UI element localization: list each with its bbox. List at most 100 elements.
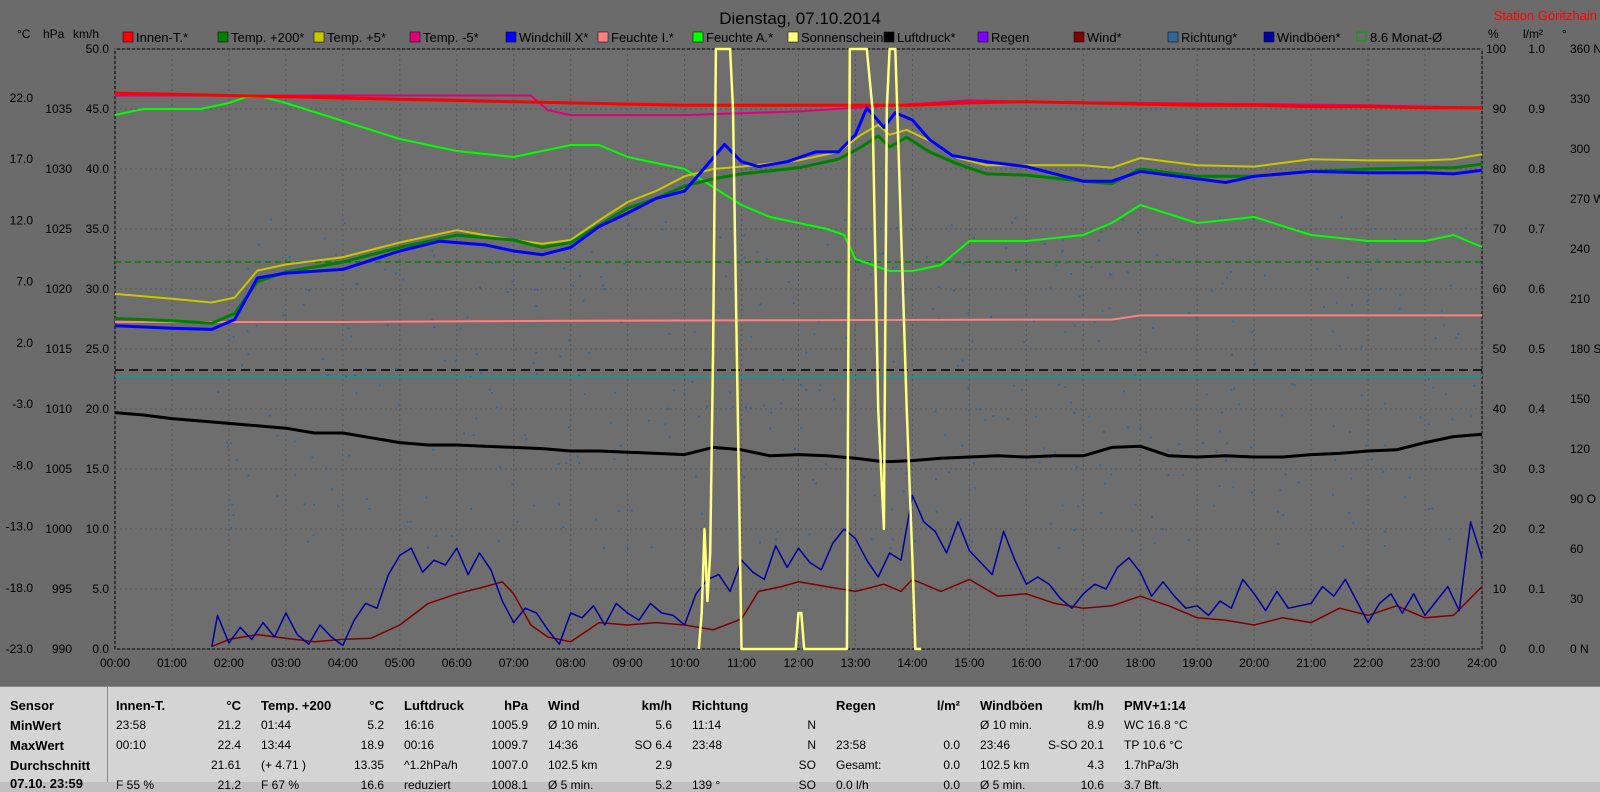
direction-dot: [386, 324, 389, 327]
legend-swatch: [787, 31, 799, 43]
legend-label: Feuchte A.*: [706, 30, 773, 45]
stats-column-unit: °C: [226, 698, 241, 713]
tick-label-hpa: 1010: [45, 402, 72, 416]
direction-dot: [931, 308, 934, 311]
direction-dot: [1350, 477, 1353, 480]
tick-label-hpa: 1035: [45, 102, 72, 116]
stats-cell-value: 22.4: [217, 738, 241, 752]
direction-dot: [1431, 507, 1434, 510]
direction-dot: [1073, 324, 1076, 327]
stats-column-title: Innen-T.: [116, 698, 166, 713]
legend-label: Temp. -5*: [423, 30, 479, 45]
direction-dot: [812, 478, 815, 481]
stats-cell-label: 102.5 km: [548, 758, 598, 772]
direction-dot: [579, 274, 582, 277]
direction-dot: [350, 335, 353, 338]
direction-dot: [323, 237, 326, 240]
direction-dot: [433, 326, 436, 329]
direction-dot: [626, 547, 629, 550]
direction-dot: [780, 402, 783, 405]
direction-dot: [1064, 331, 1067, 334]
direction-dot: [944, 433, 947, 436]
direction-dot: [892, 266, 895, 269]
direction-dot: [343, 222, 346, 225]
direction-dot: [1166, 449, 1169, 452]
direction-dot: [1171, 258, 1174, 261]
stats-cell-value: S-SO 20.1: [1047, 738, 1104, 752]
stats-column-windb-en: Windböen km/h Ø 10 min. 8.9 23:46 S-SO 20.1 10…: [972, 687, 1117, 792]
direction-dot: [1061, 504, 1064, 507]
direction-dot: [460, 327, 463, 330]
direction-dot: [1404, 496, 1407, 499]
direction-dot: [614, 391, 617, 394]
direction-dot: [1057, 547, 1060, 550]
direction-dot: [1075, 466, 1078, 469]
direction-dot: [1279, 489, 1282, 492]
legend-swatch: [1356, 31, 1367, 42]
tick-label-degrees: 90 O: [1570, 492, 1596, 506]
direction-dot: [819, 384, 822, 387]
direction-dot: [469, 507, 472, 510]
direction-dot: [568, 339, 571, 342]
legend-swatch: [597, 31, 609, 43]
direction-dot: [1230, 353, 1233, 356]
tick-label-time: 01:00: [157, 656, 187, 670]
direction-dot: [609, 421, 612, 424]
legend-label: Luftdruck*: [897, 30, 956, 45]
series-line-wind: [211, 578, 1483, 648]
direction-dot: [1370, 458, 1373, 461]
tick-label-hpa: 990: [52, 642, 72, 656]
stats-cell-value: 4.3: [1087, 758, 1104, 772]
direction-dot: [1073, 411, 1076, 414]
direction-dot: [1108, 307, 1111, 310]
stats-column-title: Windböen: [980, 698, 1043, 713]
series-line-windchill-x: [114, 106, 1483, 331]
stats-cell-label: 00:10: [116, 738, 147, 752]
direction-dot: [961, 359, 964, 362]
direction-dot: [1104, 482, 1107, 485]
stats-cell-label: 16:16: [404, 718, 435, 732]
direction-dot: [1023, 341, 1026, 344]
direction-dot: [1100, 230, 1103, 233]
direction-dot: [818, 389, 821, 392]
direction-dot: [792, 301, 795, 304]
direction-dot: [667, 407, 670, 410]
direction-dot: [1218, 484, 1221, 487]
direction-dot: [572, 284, 575, 287]
stats-column-title: Regen: [836, 698, 876, 713]
direction-dot: [1263, 274, 1266, 277]
direction-dot: [1442, 324, 1445, 327]
stats-cell-label: F 55 %: [116, 778, 155, 792]
stats-label-current: 07.10. 23:59: [10, 776, 84, 791]
direction-dot: [307, 289, 310, 292]
direction-dot: [1058, 383, 1061, 386]
direction-dot: [435, 534, 438, 537]
direction-dot: [742, 476, 745, 479]
direction-dot: [949, 535, 952, 538]
direction-dot: [247, 474, 250, 477]
direction-dot: [1398, 307, 1401, 310]
direction-dot: [935, 510, 938, 513]
tick-label-degrees: 150: [1570, 392, 1590, 406]
direction-dot: [974, 487, 977, 490]
direction-dot: [1043, 242, 1046, 245]
direction-dot: [536, 372, 539, 375]
direction-dot: [1316, 267, 1319, 270]
direction-dot: [691, 380, 694, 383]
direction-dot: [455, 359, 458, 362]
direction-dot: [664, 423, 667, 426]
direction-dot: [1473, 384, 1476, 387]
direction-dot: [1011, 221, 1014, 224]
tick-label-time: 11:00: [727, 656, 756, 670]
direction-dot: [573, 248, 576, 251]
tick-label-time: 07:00: [499, 656, 529, 670]
direction-dot: [1005, 247, 1008, 250]
direction-dot: [844, 218, 847, 221]
direction-dot: [1153, 542, 1156, 545]
direction-dot: [533, 504, 536, 507]
direction-dot: [1348, 430, 1351, 433]
direction-dot: [664, 221, 667, 224]
direction-dot: [845, 336, 848, 339]
tick-label-kmh: 5.0: [92, 582, 109, 596]
direction-dot: [293, 440, 296, 443]
